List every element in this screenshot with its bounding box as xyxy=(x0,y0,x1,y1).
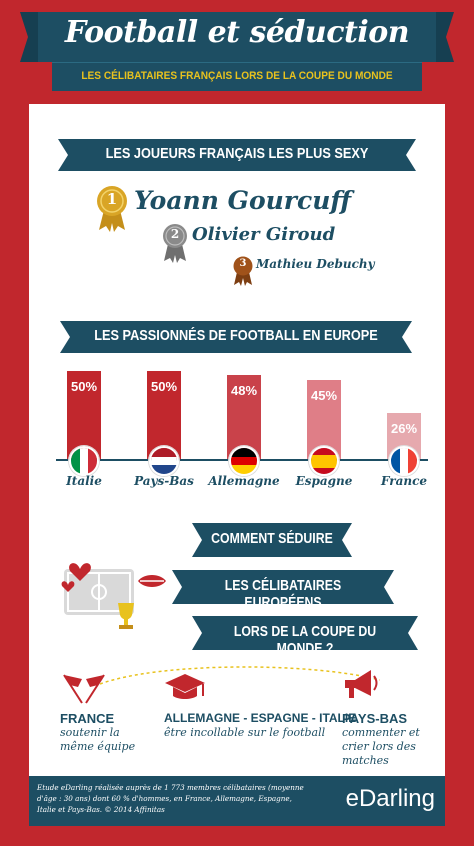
rank-2-label: 2 xyxy=(170,227,180,241)
chart-bar-label: 26% xyxy=(390,421,418,437)
title-banner-tail-left xyxy=(20,12,38,62)
players-ribbon xyxy=(58,139,416,171)
tip-1-text: soutenir la même équipe xyxy=(60,726,136,753)
player-2-name: Olivier Giroud xyxy=(192,224,336,245)
title-banner-tail-right xyxy=(436,12,454,62)
page-title: Football et séduction xyxy=(64,15,410,50)
flag-icon xyxy=(69,446,99,476)
passion-heading: LES PASSIONNÉS DE FOOTBALL EN EUROPE xyxy=(94,327,378,344)
megaphone-icon xyxy=(345,670,378,698)
bronze-medal-icon xyxy=(233,256,253,286)
gold-medal-icon xyxy=(97,186,127,232)
flag-icon xyxy=(309,446,339,476)
tip-1-title: FRANCE xyxy=(60,711,115,726)
title-banner: Football et séduction xyxy=(36,12,438,62)
footer-note: Etude eDarling réalisée auprès de 1 773 … xyxy=(37,783,304,814)
seduce-ribbon-3 xyxy=(192,616,418,650)
flags-icon xyxy=(63,674,105,704)
trophy-icon xyxy=(118,603,134,629)
player-1-name: Yoann Gourcuff xyxy=(134,186,352,215)
chart-category-label: Pays-Bas xyxy=(134,474,194,488)
chart-bar: 45% xyxy=(307,379,341,459)
page-subtitle: LES CÉLIBATAIRES FRANÇAIS LORS DE LA COU… xyxy=(81,70,393,82)
seduce-ribbon-1 xyxy=(192,523,352,557)
flag-icon xyxy=(149,446,179,476)
tip-3-text: commenter et crier lors des matches xyxy=(342,726,420,767)
tip-3-title: PAYS-BAS xyxy=(342,711,408,726)
chart-category-label: Espagne xyxy=(295,474,353,488)
chart-bar: 50% xyxy=(67,371,101,459)
passion-ribbon xyxy=(60,321,412,353)
silver-medal-icon xyxy=(163,224,187,263)
heart-icon xyxy=(69,563,91,581)
player-3-name: Mathieu Debuchy xyxy=(256,257,375,271)
footer: Etude eDarling réalisée auprès de 1 773 … xyxy=(29,776,445,826)
passion-chart: 50% Italie 50% Pays-Bas 48% Allemagne 45% Espag… xyxy=(40,362,440,498)
brand-logo: eDarling xyxy=(345,785,435,812)
tip-2-title: ALLEMAGNE - ESPAGNE - ITALIE xyxy=(164,711,357,725)
rank-1-label: 1 xyxy=(106,190,118,208)
chart-bar: 48% xyxy=(227,374,261,459)
chart-bar-label: 50% xyxy=(150,379,178,394)
subtitle-banner: LES CÉLIBATAIRES FRANÇAIS LORS DE LA COU… xyxy=(52,62,422,91)
players-heading: LES JOUEURS FRANÇAIS LES PLUS SEXY xyxy=(105,145,369,162)
seduce-line-2: LES CÉLIBATAIRES EUROPÉENS xyxy=(224,577,342,611)
chart-category-label: France xyxy=(380,474,428,488)
seduce-line-3: LORS DE LA COUPE DU MONDE ? xyxy=(233,623,377,657)
chart-bar-label: 50% xyxy=(70,379,98,394)
chart-category-label: Italie xyxy=(66,474,102,488)
flag-icon xyxy=(229,446,259,476)
graduation-cap-icon xyxy=(165,674,205,699)
tip-2-text: être incollable sur le football xyxy=(164,726,326,739)
seduce-ribbon-2 xyxy=(172,570,394,604)
chart-bar: 50% xyxy=(147,371,181,459)
flag-icon xyxy=(389,446,419,476)
tips-connector xyxy=(100,666,380,685)
seduce-line-1: COMMENT SÉDUIRE xyxy=(211,530,333,547)
chart-bar-label: 45% xyxy=(310,387,338,403)
chart-bar-label: 48% xyxy=(230,382,258,398)
football-field-icon xyxy=(61,563,166,629)
chart-category-label: Allemagne xyxy=(208,474,280,488)
rank-3-label: 3 xyxy=(239,258,247,269)
